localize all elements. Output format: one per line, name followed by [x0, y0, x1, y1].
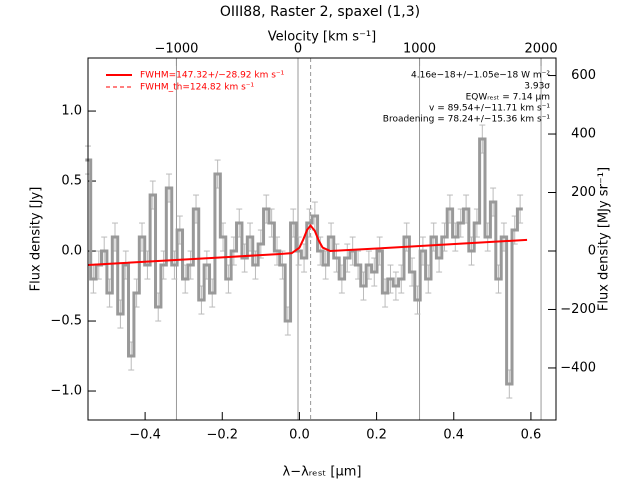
- x-tick-label: 0.2: [366, 428, 387, 443]
- x-tick-label: 0.4: [443, 428, 464, 443]
- plot-frame: [87, 57, 557, 421]
- y2-tick-label: 0: [588, 243, 596, 258]
- legend-label: FWHM=147.32+/−28.92 km s⁻¹: [140, 71, 285, 81]
- x2-tick-label: −1000: [154, 42, 198, 57]
- y2-tick-label: −200: [560, 302, 596, 317]
- y-tick-label: 1.0: [61, 104, 82, 119]
- annotation: 3.93σ: [524, 82, 550, 92]
- x-tick-label: −0.4: [129, 428, 161, 443]
- x2-tick-label: 0: [294, 42, 302, 57]
- annotation: 4.16e−18+/−1.05e−18 W m⁻²: [411, 71, 550, 81]
- x2-tick-label: 1000: [403, 42, 436, 57]
- y2-tick-label: 600: [571, 68, 596, 83]
- legend-label: FWHM_th=124.82 km s⁻¹: [140, 83, 255, 93]
- y-tick-label: −0.5: [50, 314, 82, 329]
- y2-tick-label: 400: [571, 127, 596, 142]
- y2-tick-label: 200: [571, 185, 596, 200]
- y-tick-label: −1.0: [50, 384, 82, 399]
- annotation: v = 89.54+/−11.71 km s⁻¹: [429, 104, 550, 114]
- x-axis-label: λ−λᵣₑₛₜ [μm]: [283, 465, 362, 480]
- annotation: Broadening = 78.24+/−15.36 km s⁻¹: [383, 115, 551, 125]
- y-tick-label: 0.0: [61, 244, 82, 259]
- fit-line: [87, 223, 528, 267]
- annotation: EQWᵣₑₛₜ = 7.14 μm: [466, 93, 550, 103]
- spectrum-line: [85, 137, 523, 386]
- x-tick-label: 0.6: [521, 428, 542, 443]
- chart-title: OIII88, Raster 2, spaxel (1,3): [220, 4, 420, 20]
- x2-axis-label: Velocity [km s⁻¹]: [268, 30, 376, 45]
- y2-axis-label: Flux density [MJy sr⁻¹]: [597, 167, 612, 311]
- y-tick-label: 0.5: [61, 174, 82, 189]
- x-tick-label: 0.0: [289, 428, 310, 443]
- x2-tick-label: 2000: [525, 42, 558, 57]
- x-tick-label: −0.2: [206, 428, 238, 443]
- y2-tick-label: −400: [560, 360, 596, 375]
- y-axis-label: Flux density [Jy]: [29, 187, 44, 292]
